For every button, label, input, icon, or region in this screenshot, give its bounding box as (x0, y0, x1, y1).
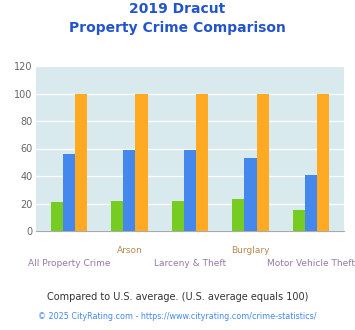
Text: 2019 Dracut: 2019 Dracut (129, 2, 226, 16)
Bar (196, 93, 208, 231)
Bar (317, 93, 329, 231)
Bar (75, 93, 87, 231)
Bar (135, 93, 148, 231)
Text: Burglary: Burglary (231, 246, 270, 255)
Bar (293, 211, 305, 231)
Bar (51, 202, 63, 231)
Text: Property Crime Comparison: Property Crime Comparison (69, 21, 286, 35)
Legend: Dracut, Massachusetts, National: Dracut, Massachusetts, National (55, 327, 325, 330)
Bar (245, 158, 257, 231)
Bar (63, 154, 75, 231)
Bar (184, 150, 196, 231)
Bar (111, 201, 123, 231)
Text: Motor Vehicle Theft: Motor Vehicle Theft (267, 259, 355, 268)
Text: Arson: Arson (116, 246, 142, 255)
Text: All Property Crime: All Property Crime (28, 259, 110, 268)
Bar (257, 93, 269, 231)
Text: © 2025 CityRating.com - https://www.cityrating.com/crime-statistics/: © 2025 CityRating.com - https://www.city… (38, 312, 317, 321)
Bar (232, 199, 245, 231)
Text: Larceny & Theft: Larceny & Theft (154, 259, 226, 268)
Bar (123, 150, 135, 231)
Bar (172, 201, 184, 231)
Text: Compared to U.S. average. (U.S. average equals 100): Compared to U.S. average. (U.S. average … (47, 292, 308, 302)
Bar (305, 175, 317, 231)
